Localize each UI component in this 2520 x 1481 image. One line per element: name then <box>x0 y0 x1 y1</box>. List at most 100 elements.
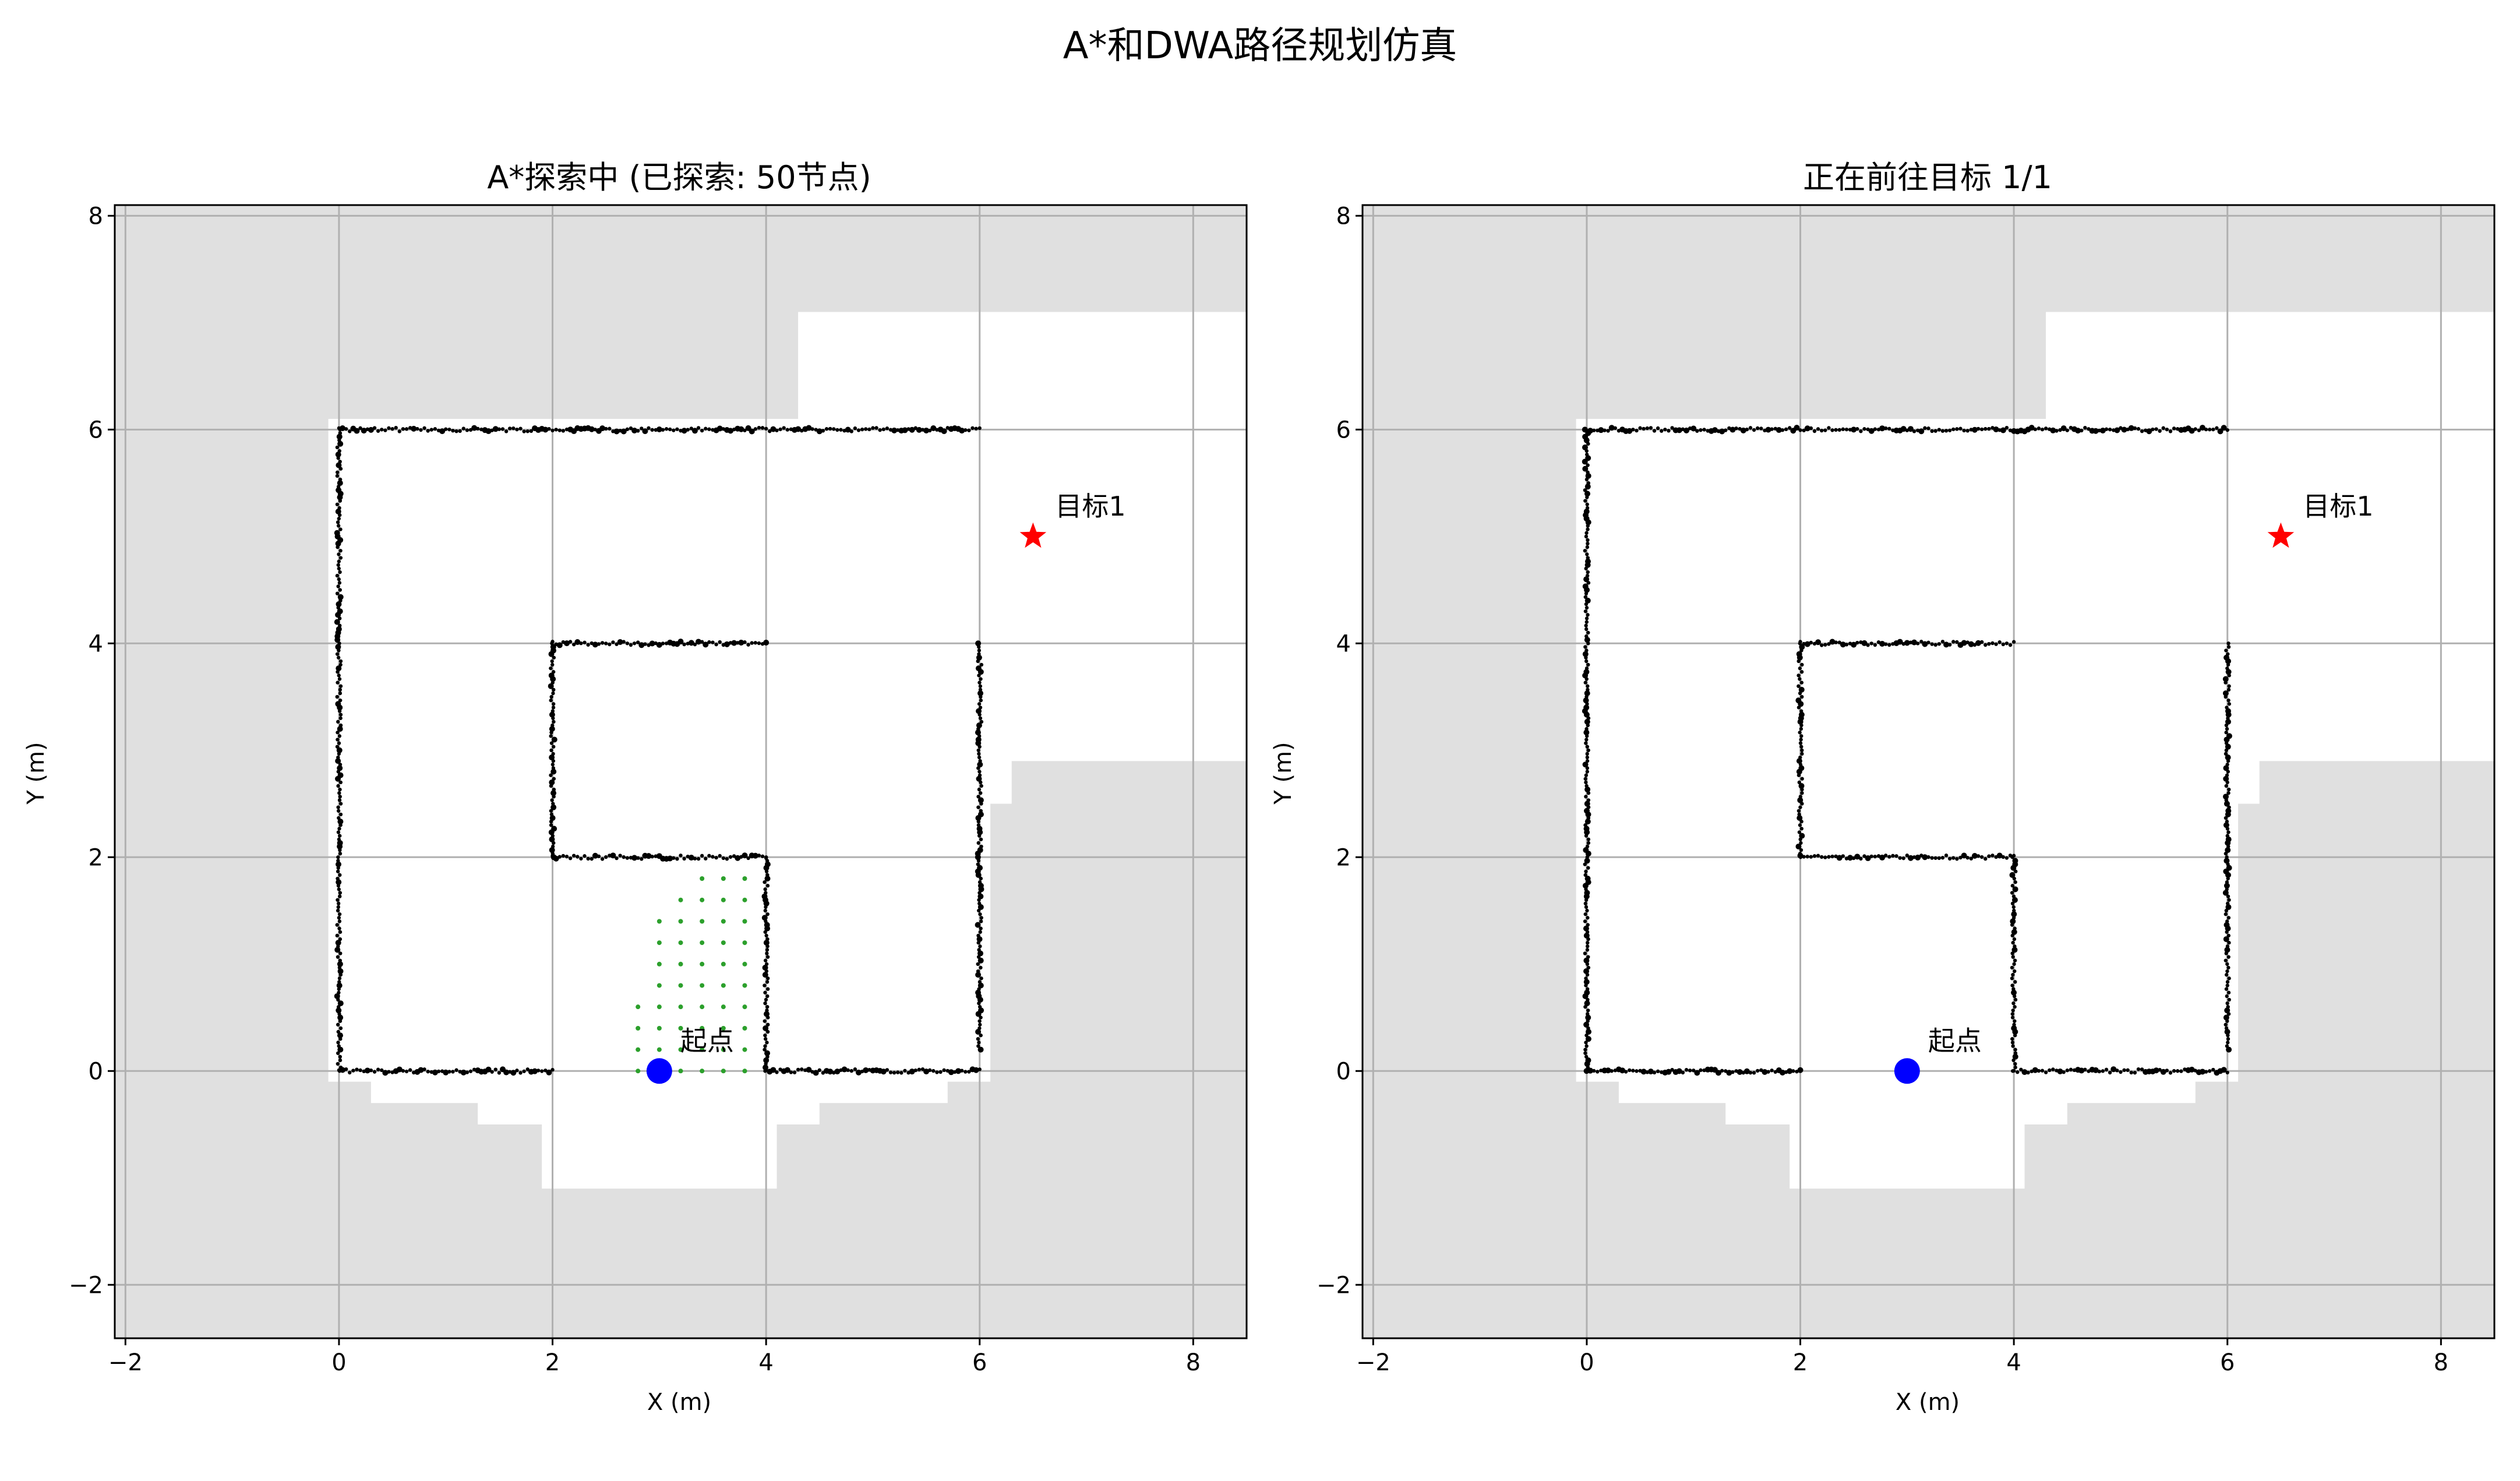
right-wall-7-point <box>1969 856 1974 861</box>
left-wall-2-point <box>977 904 984 910</box>
left-wall-8-point <box>765 937 770 942</box>
right-wall-4-point <box>2021 1069 2028 1076</box>
right-wall-2-point <box>2225 754 2231 761</box>
left-wall-0-point <box>338 623 342 627</box>
right-wall-5-point <box>1887 643 1891 647</box>
left-wall-1-point <box>380 428 384 432</box>
left-wall-4-point <box>973 1067 979 1073</box>
left-wall-7-point <box>746 856 750 861</box>
right-wall-0-point <box>1586 1012 1590 1016</box>
left-wall-1-point <box>909 426 915 433</box>
right-wall-1-point <box>1841 427 1845 431</box>
left-wall-3-point <box>432 1069 438 1076</box>
right-wall-1-point <box>1855 427 1859 431</box>
left-wall-0-point <box>335 573 340 578</box>
right-wall-7-point <box>1898 856 1902 860</box>
left-wall-3-point <box>522 1069 526 1073</box>
left-explored-node <box>657 983 662 988</box>
left-wall-3-point <box>404 1069 409 1074</box>
left-wall-4-point <box>853 1067 857 1071</box>
left-wall-0-point <box>335 502 340 506</box>
left-explored-node <box>742 897 747 902</box>
left-wall-2-point <box>978 944 982 948</box>
left-y-tick-label: 8 <box>89 203 103 230</box>
left-wall-7-point <box>696 856 701 861</box>
left-wall-1-point <box>426 429 430 433</box>
left-wall-0-point <box>335 445 340 450</box>
left-wall-1-point <box>354 428 360 434</box>
left-wall-0-point <box>336 898 340 902</box>
right-wall-2-point <box>2223 883 2230 889</box>
right-wall-7-point <box>1873 855 1877 859</box>
right-wall-5-point <box>1922 641 1928 647</box>
left-y-tick-label: −2 <box>69 1272 103 1299</box>
right-wall-8-point <box>2010 965 2014 970</box>
left-wall-2-point <box>977 980 982 984</box>
left-wall-2-point <box>975 1028 982 1035</box>
left-wall-6-point <box>551 826 557 832</box>
left-wall-1-point <box>394 425 398 430</box>
left-wall-1-point <box>856 428 861 432</box>
right-wall-1-point <box>1635 428 1639 433</box>
right-wall-2-point <box>2223 912 2228 916</box>
right-wall-0-point <box>1583 1048 1587 1052</box>
left-wall-3-point <box>380 1068 384 1073</box>
right-wall-1-point <box>1809 426 1813 431</box>
left-wall-2-point <box>979 916 983 920</box>
left-wall-2-point <box>975 640 982 647</box>
right-x-tick-label: 8 <box>2434 1349 2448 1376</box>
right-wall-0-point <box>1583 951 1587 955</box>
right-wall-1-point <box>2099 427 2106 433</box>
right-wall-8-point <box>2011 1025 2017 1031</box>
left-wall-1-point <box>340 425 346 432</box>
left-wall-2-point <box>976 841 980 845</box>
left-wall-1-point <box>970 426 975 430</box>
left-wall-5-point <box>656 641 662 648</box>
left-wall-2-point <box>978 930 982 934</box>
right-wall-0-point <box>1584 718 1590 725</box>
right-wall-1-point <box>2172 426 2176 431</box>
right-wall-1-point <box>2133 426 2137 431</box>
right-wall-8-point <box>2012 937 2017 942</box>
left-wall-0-point <box>337 594 344 600</box>
left-wall-1-point <box>415 426 419 431</box>
right-wall-8-point <box>2013 969 2017 974</box>
left-wall-0-point <box>338 937 343 942</box>
left-wall-5-point <box>579 641 583 646</box>
right-wall-5-point <box>1855 640 1859 645</box>
left-wall-2-point <box>977 761 983 768</box>
right-wall-3-point <box>1631 1069 1635 1073</box>
left-wall-0-point <box>338 549 343 553</box>
right-wall-2-point <box>2225 980 2230 984</box>
right-wall-0-point <box>1586 997 1590 1002</box>
right-wall-8-point <box>2010 855 2014 859</box>
right-wall-2-point <box>2222 676 2229 682</box>
left-wall-8-point <box>765 948 770 952</box>
right-known-free-area <box>1576 312 2494 1189</box>
right-wall-7-point <box>1847 855 1854 861</box>
right-wall-0-point <box>1584 890 1590 896</box>
right-wall-4-point <box>2097 1069 2101 1074</box>
left-wall-0-point <box>338 851 343 856</box>
right-wall-4-point <box>2207 1069 2212 1073</box>
right-wall-0-point <box>1584 1000 1590 1007</box>
right-wall-7-point <box>1907 855 1914 861</box>
left-wall-0-point <box>337 816 341 820</box>
right-wall-8-point <box>2011 972 2015 977</box>
right-wall-1-point <box>1699 428 1703 432</box>
right-wall-6-point <box>1798 666 1802 671</box>
left-wall-6-point <box>549 711 555 718</box>
right-wall-0-point <box>1584 491 1590 497</box>
left-wall-6-point <box>551 802 555 806</box>
left-wall-6-point <box>549 815 556 821</box>
right-wall-6-point <box>1796 758 1802 764</box>
left-wall-0-point <box>338 691 343 696</box>
left-wall-1-point <box>529 429 534 433</box>
left-wall-0-point <box>337 968 344 975</box>
right-wall-7-point <box>1940 856 1945 860</box>
right-wall-8-point <box>2011 894 2016 898</box>
right-wall-7-point <box>1996 852 2003 859</box>
left-wall-8-point <box>765 1041 769 1045</box>
right-wall-2-point <box>2223 858 2230 864</box>
left-wall-0-point <box>337 608 343 615</box>
